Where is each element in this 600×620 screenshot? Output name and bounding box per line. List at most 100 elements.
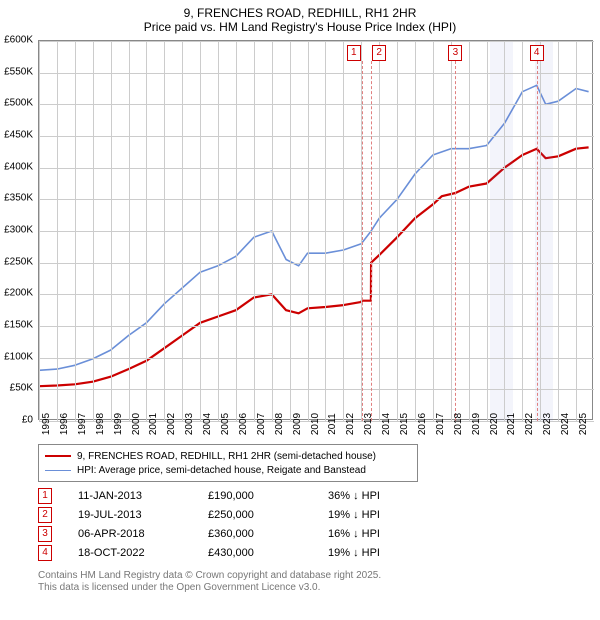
gridline-x (75, 41, 76, 421)
xtick-label: 1995 (41, 413, 52, 435)
transaction-marker: 1 (38, 488, 52, 504)
xtick-label: 2005 (220, 413, 231, 435)
xtick-label: 2018 (453, 413, 464, 435)
transaction-date: 06-APR-2018 (78, 528, 208, 540)
marker-line (371, 61, 372, 421)
gridline-x (146, 41, 147, 421)
transaction-price: £430,000 (208, 547, 328, 559)
title-subtitle: Price paid vs. HM Land Registry's House … (0, 20, 600, 34)
ytick-label: £100K (4, 351, 33, 362)
transaction-date: 19-JUL-2013 (78, 509, 208, 521)
marker-box: 4 (530, 45, 544, 61)
ytick-label: £550K (4, 66, 33, 77)
transaction-marker: 2 (38, 507, 52, 523)
transaction-delta: 16% ↓ HPI (328, 528, 380, 540)
attribution-line2: This data is licensed under the Open Gov… (38, 582, 578, 594)
transaction-price: £360,000 (208, 528, 328, 540)
ytick-label: £200K (4, 288, 33, 299)
gridline-x (57, 41, 58, 421)
legend-label: HPI: Average price, semi-detached house,… (77, 465, 366, 476)
marker-line (362, 61, 363, 421)
xtick-label: 2012 (345, 413, 356, 435)
gridline-x (397, 41, 398, 421)
gridline-y (39, 294, 594, 295)
ytick-label: £450K (4, 130, 33, 141)
marker-line (455, 61, 456, 421)
gridline-x (558, 41, 559, 421)
xtick-label: 1998 (95, 413, 106, 435)
transaction-price: £250,000 (208, 509, 328, 521)
chart-container: 9, FRENCHES ROAD, REDHILL, RH1 2HR Price… (0, 0, 600, 620)
gridline-y (39, 199, 594, 200)
xtick-label: 2019 (471, 413, 482, 435)
gridline-x (433, 41, 434, 421)
gridline-x (218, 41, 219, 421)
plot-area: 1234 £0£50K£100K£150K£200K£250K£300K£350… (38, 40, 593, 420)
ytick-label: £250K (4, 256, 33, 267)
ytick-label: £500K (4, 98, 33, 109)
xtick-label: 2021 (506, 413, 517, 435)
transaction-marker: 4 (38, 545, 52, 561)
xtick-label: 2009 (292, 413, 303, 435)
ytick-label: £600K (4, 35, 33, 46)
gridline-x (308, 41, 309, 421)
xtick-label: 1997 (77, 413, 88, 435)
gridline-x (164, 41, 165, 421)
ytick-label: £350K (4, 193, 33, 204)
xtick-label: 2017 (435, 413, 446, 435)
chart-title: 9, FRENCHES ROAD, REDHILL, RH1 2HR Price… (0, 0, 600, 36)
ytick-label: £400K (4, 161, 33, 172)
xtick-label: 2006 (238, 413, 249, 435)
ytick-label: £150K (4, 320, 33, 331)
gridline-x (290, 41, 291, 421)
ytick-label: £50K (10, 383, 33, 394)
xtick-label: 2022 (524, 413, 535, 435)
xtick-label: 2020 (489, 413, 500, 435)
transaction-row: 418-OCT-2022£430,00019% ↓ HPI (38, 543, 380, 562)
gridline-x (451, 41, 452, 421)
transaction-delta: 19% ↓ HPI (328, 547, 380, 559)
gridline-x (93, 41, 94, 421)
gridline-x (415, 41, 416, 421)
xtick-label: 2004 (202, 413, 213, 435)
gridline-x (343, 41, 344, 421)
gridline-x (272, 41, 273, 421)
gridline-y (39, 41, 594, 42)
attribution: Contains HM Land Registry data © Crown c… (38, 570, 578, 594)
gridline-x (236, 41, 237, 421)
gridline-x (129, 41, 130, 421)
title-address: 9, FRENCHES ROAD, REDHILL, RH1 2HR (0, 6, 600, 20)
gridline-x (182, 41, 183, 421)
gridline-y (39, 168, 594, 169)
xtick-label: 2023 (542, 413, 553, 435)
gridline-x (39, 41, 40, 421)
gridline-x (200, 41, 201, 421)
gridline-y (39, 358, 594, 359)
gridline-x (111, 41, 112, 421)
xtick-label: 2001 (148, 413, 159, 435)
xtick-label: 2024 (560, 413, 571, 435)
gridline-x (254, 41, 255, 421)
transaction-delta: 19% ↓ HPI (328, 509, 380, 521)
xtick-label: 2013 (363, 413, 374, 435)
xtick-label: 2002 (166, 413, 177, 435)
transaction-row: 3 06-APR-2018£360,00016% ↓ HPI (38, 524, 380, 543)
xtick-label: 2014 (381, 413, 392, 435)
xtick-label: 2016 (417, 413, 428, 435)
transaction-marker: 3 (38, 526, 52, 542)
xtick-label: 2007 (256, 413, 267, 435)
xtick-label: 2011 (327, 413, 338, 435)
ytick-label: £0 (22, 415, 33, 426)
gridline-x (522, 41, 523, 421)
gridline-y (39, 326, 594, 327)
legend-row: HPI: Average price, semi-detached house,… (45, 463, 411, 477)
gridline-y (39, 389, 594, 390)
transaction-price: £190,000 (208, 490, 328, 502)
legend-label: 9, FRENCHES ROAD, REDHILL, RH1 2HR (semi… (77, 451, 376, 462)
transactions-table: 111-JAN-2013£190,00036% ↓ HPI219-JUL-201… (38, 486, 380, 562)
plot-frame: 1234 (38, 40, 593, 420)
legend-swatch (45, 455, 71, 457)
gridline-x (487, 41, 488, 421)
xtick-label: 2000 (131, 413, 142, 435)
gridline-y (39, 136, 594, 137)
